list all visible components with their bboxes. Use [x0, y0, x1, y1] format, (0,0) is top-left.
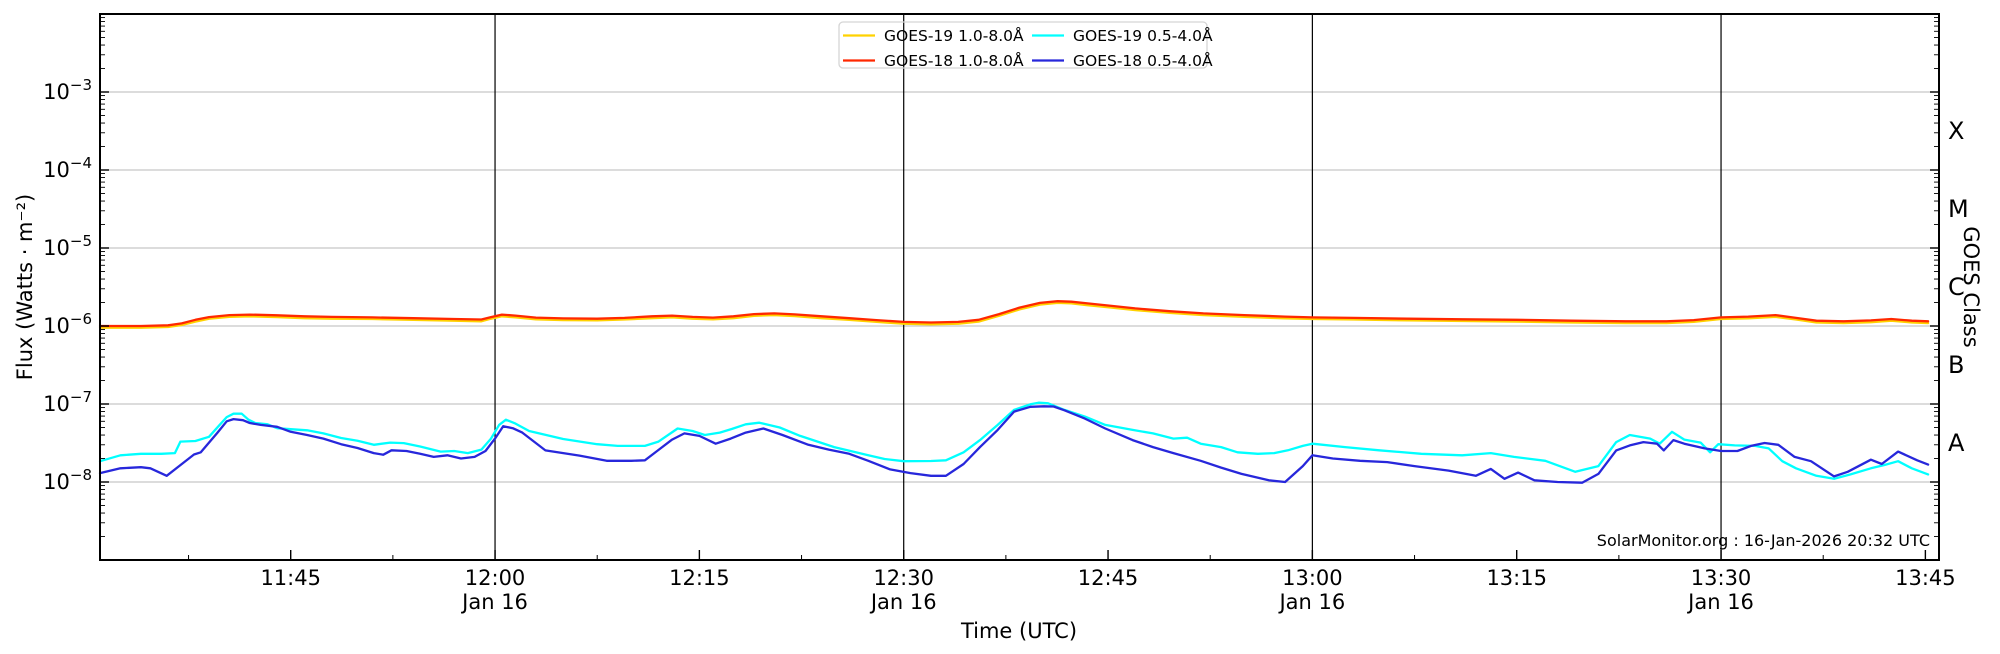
x-tick-date-label: Jan 16	[869, 590, 937, 614]
x-tick-date-label: Jan 16	[460, 590, 528, 614]
legend-label: GOES-19 0.5-4.0Å	[1073, 26, 1213, 45]
axes-layer	[99, 13, 1940, 561]
x-tick-label: 13:45	[1895, 566, 1956, 590]
legend-label: GOES-18 0.5-4.0Å	[1073, 51, 1213, 70]
series-line-goes-18-1-0-8-0-	[98, 300, 1930, 328]
goes-class-label-m: M	[1948, 195, 1969, 223]
watermark-text: SolarMonitor.org : 16-Jan-2026 20:32 UTC	[1597, 531, 1930, 550]
series-line-goes-19-0-5-4-0-	[98, 401, 1930, 480]
goes-class-label-b: B	[1948, 351, 1964, 379]
series-line-goes-19-1-0-8-0-	[98, 301, 1930, 329]
x-tick-label: 12:30	[873, 566, 934, 590]
x-tick-label: 12:45	[1078, 566, 1139, 590]
x-tick-label: 12:00	[465, 566, 526, 590]
y-tick-label: 10−4	[43, 154, 92, 182]
series-layer	[98, 300, 1930, 484]
legend-frame	[838, 21, 1208, 69]
right-axis-title: GOES Class	[1959, 226, 1983, 347]
y-tick-label: 10−8	[43, 466, 92, 494]
x-tick-label: 13:00	[1282, 566, 1343, 590]
legend-label: GOES-19 1.0-8.0Å	[884, 26, 1024, 45]
y-tick-label: 10−6	[43, 310, 92, 338]
x-tick-label: 13:15	[1486, 566, 1547, 590]
y-tick-label: 10−3	[43, 76, 92, 104]
x-tick-date-label: Jan 16	[1686, 590, 1754, 614]
x-tick-label: 11:45	[260, 566, 321, 590]
y-tick-label: 10−5	[43, 232, 92, 260]
x-tick-label: 12:15	[669, 566, 730, 590]
goes-class-label-a: A	[1948, 429, 1965, 457]
goes-class-label-x: X	[1948, 117, 1964, 145]
x-tick-date-label: Jan 16	[1277, 590, 1345, 614]
goes-class-label-c: C	[1948, 273, 1965, 301]
datelines-layer	[494, 14, 1722, 560]
x-tick-label: 13:30	[1691, 566, 1752, 590]
plot-frame	[99, 13, 1940, 561]
legend: GOES-19 1.0-8.0Å GOES-18 1.0-8.0Å GOES-19 …	[838, 21, 1213, 70]
x-axis-title: Time (UTC)	[960, 619, 1077, 643]
gridlines-layer	[100, 91, 1939, 483]
y-axis-title: Flux (Watts · m⁻²)	[13, 194, 37, 380]
y-tick-label: 10−7	[43, 388, 92, 416]
series-line-goes-18-0-5-4-0-	[98, 405, 1930, 484]
legend-label: GOES-18 1.0-8.0Å	[884, 51, 1024, 70]
